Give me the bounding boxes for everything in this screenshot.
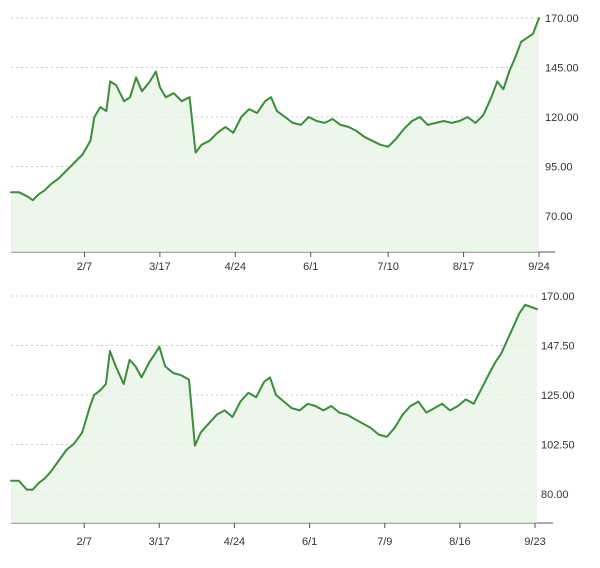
y-tick-label: 70.00 <box>545 211 573 223</box>
x-tick-label: 8/17 <box>453 261 474 273</box>
y-tick-label: 170.00 <box>545 13 579 25</box>
price-line <box>10 303 538 491</box>
x-tick-label: 9/24 <box>528 261 549 273</box>
y-tick-label: 120.00 <box>545 112 579 124</box>
x-tick-label: 6/1 <box>303 261 318 273</box>
x-tick-label: 2/7 <box>77 261 92 273</box>
y-tick-label: 147.50 <box>541 341 575 353</box>
chart-1: 170.00 145.00 120.00 95.00 70.00 2/7 3/17 4/24 6… <box>10 13 579 273</box>
x-tick-label: 8/16 <box>449 536 470 548</box>
x-tick-label: 7/10 <box>377 261 398 273</box>
x-tick-label: 3/17 <box>149 261 170 273</box>
y-tick-label: 170.00 <box>541 291 575 303</box>
chart-2: 170.00 147.50 125.00 102.50 80.00 2/7 3/17 4/24… <box>10 291 575 548</box>
x-tick-label: 9/23 <box>524 536 545 548</box>
y-tick-label: 102.50 <box>541 440 575 452</box>
x-tick-label: 6/1 <box>302 536 317 548</box>
y-tick-label: 80.00 <box>541 489 569 501</box>
y-tick-label: 145.00 <box>545 63 579 75</box>
x-tick-label: 2/7 <box>77 536 92 548</box>
x-tick-label: 3/17 <box>149 536 170 548</box>
y-tick-label: 125.00 <box>541 390 575 402</box>
y-tick-label: 95.00 <box>545 162 573 174</box>
price-area-fill <box>11 18 539 252</box>
price-area-fill <box>11 304 537 523</box>
price-line <box>10 17 540 202</box>
x-tick-label: 4/24 <box>225 261 246 273</box>
x-tick-label: 4/24 <box>224 536 245 548</box>
x-tick-label: 7/9 <box>377 536 392 548</box>
